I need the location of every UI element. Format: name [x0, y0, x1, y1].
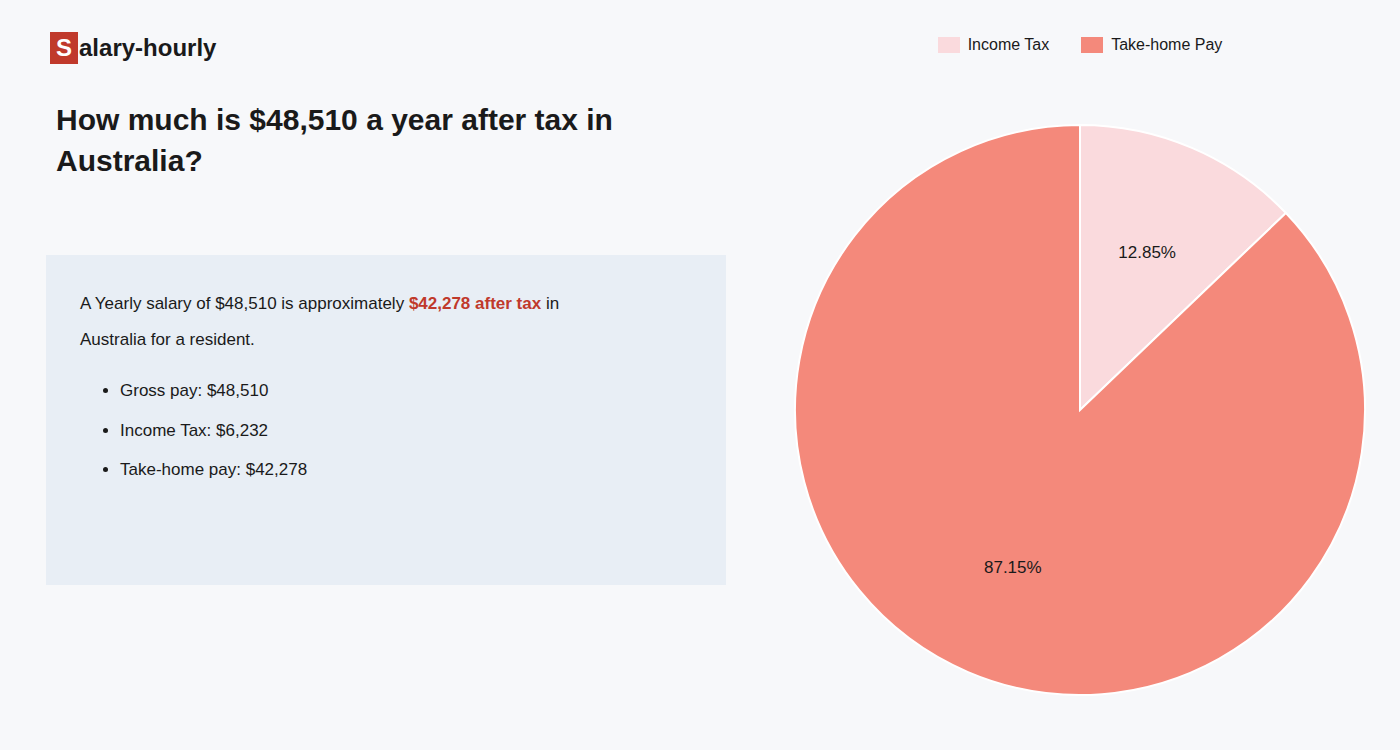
data-label: 12.85% — [1118, 243, 1176, 262]
slices — [795, 125, 1365, 695]
bullet-item: Gross pay: $48,510 — [120, 378, 692, 404]
summary-text: Australia for a resident. — [80, 330, 255, 349]
logo-mark: S — [50, 32, 78, 64]
summary-line: Australia for a resident. — [80, 327, 692, 353]
summary-highlight: $42,278 after tax — [409, 294, 541, 313]
bullet-text: Income Tax: $6,232 — [120, 421, 268, 440]
legend-swatch — [938, 37, 960, 53]
logo: Salary-hourly — [50, 32, 216, 64]
summary-text: in — [541, 294, 559, 313]
legend-item: Income Tax — [938, 36, 1050, 54]
data-labels: 12.85% 87.15% — [984, 243, 1176, 577]
info-box: A Yearly salary of $48,510 is approximat… — [46, 255, 726, 585]
legend-swatch — [1081, 37, 1103, 53]
logo-text: alary-hourly — [79, 34, 216, 62]
bullet-item: Income Tax: $6,232 — [120, 418, 692, 444]
title: How much is $48,510 a year after tax in … — [56, 100, 656, 181]
legend-label: Income Tax — [968, 36, 1050, 54]
chart-panel: Income Tax Take-home Pay 12.85% 87.15% — [760, 0, 1400, 750]
bullet-text: Gross pay: $48,510 — [120, 381, 268, 400]
text-panel: Salary-hourly How much is $48,510 a year … — [0, 0, 760, 750]
bullet-item: Take-home pay: $42,278 — [120, 457, 692, 483]
summary-text: A Yearly salary of $48,510 is approximat… — [80, 294, 409, 313]
pie-slice — [795, 125, 1365, 695]
pie-chart: 12.85% 87.15% — [760, 80, 1400, 730]
bullet-list: Gross pay: $48,510 Income Tax: $6,232 Take… — [80, 378, 692, 483]
legend: Income Tax Take-home Pay — [760, 36, 1400, 54]
legend-item: Take-home Pay — [1081, 36, 1222, 54]
bullet-text: Take-home pay: $42,278 — [120, 460, 307, 479]
summary-line: A Yearly salary of $48,510 is approximat… — [80, 291, 692, 317]
legend-label: Take-home Pay — [1111, 36, 1222, 54]
data-label: 87.15% — [984, 558, 1042, 577]
